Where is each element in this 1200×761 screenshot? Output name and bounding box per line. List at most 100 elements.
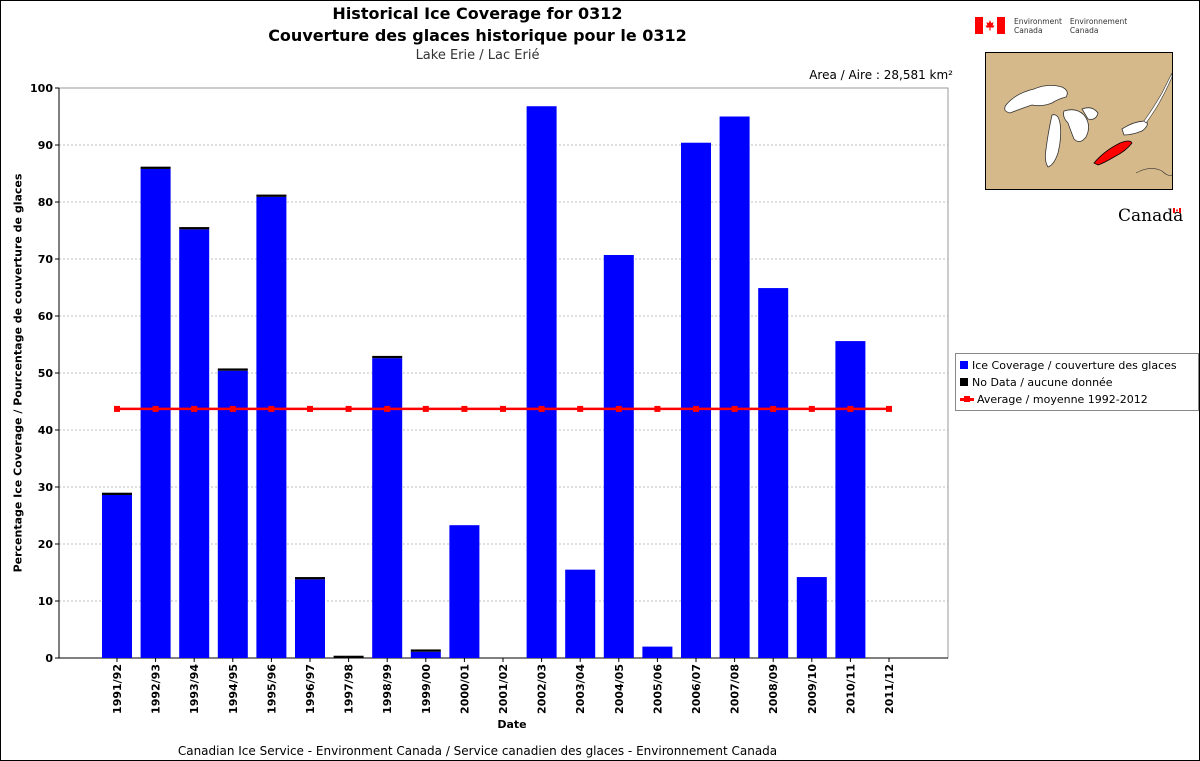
y-tick-label: 80 [38,196,54,209]
ice-coverage-bar [681,142,711,659]
average-marker [152,405,159,412]
great-lakes-map [985,52,1173,190]
average-marker [654,405,661,412]
x-tick-label: 2009/10 [806,664,819,714]
average-marker [500,405,506,412]
average-marker [886,405,892,412]
ice-coverage-bar [565,569,596,658]
ice-coverage-bar [796,577,827,658]
x-tick-label: 1995/96 [265,664,278,714]
no-data-bar [372,355,403,359]
x-tick-label: 1999/00 [420,664,433,714]
average-marker [268,405,275,412]
no-data-bar [295,577,325,580]
ice-coverage-bar [295,579,325,658]
x-tick-label: 2008/09 [767,664,780,714]
x-tick-label: 2001/02 [497,664,510,714]
chart-legend: Ice Coverage / couverture des glaces No … [955,353,1199,411]
y-tick-label: 40 [38,424,54,437]
env-canada-fr: Environnement Canada [1069,17,1128,35]
x-tick-label: 2002/03 [536,664,549,714]
average-marker [384,405,391,412]
ice-coverage-bar [410,651,441,658]
no-data-bar [179,227,210,230]
legend-label-nodata: No Data / aucune donnée [972,375,1113,389]
legend-label-average: Average / moyenne 1992-2012 [977,392,1148,406]
x-tick-label: 2004/05 [613,664,626,714]
x-tick-label: 1992/93 [150,664,163,714]
no-data-bar [333,655,364,658]
average-marker [114,405,120,412]
no-data-bar [256,194,287,197]
chart-title: Historical Ice Coverage for 0312 [332,4,623,23]
x-tick-label: 2010/11 [844,664,857,714]
chart-subtitle: Lake Erie / Lac Erié [415,48,540,63]
no-data-bar [102,492,132,495]
x-tick-label: 2005/06 [651,664,664,714]
y-tick-label: 10 [38,595,54,608]
average-marker [422,405,429,412]
footer-credit: Canadian Ice Service - Environment Canad… [177,744,778,758]
ice-coverage-bar [642,646,673,658]
ice-coverage-bar [758,288,789,658]
average-marker [191,405,198,412]
x-tick-label: 1991/92 [111,664,124,714]
y-tick-label: 60 [38,310,54,323]
x-tick-label: 2011/12 [883,664,896,714]
legend-swatch-nodata [960,378,968,386]
average-marker [615,405,622,412]
legend-swatch-ice [960,361,968,369]
ice-coverage-bar [372,358,403,658]
legend-item-nodata: No Data / aucune donnée [960,374,1113,390]
y-tick-label: 30 [38,481,54,494]
canada-flag-icon [975,17,1005,34]
legend-swatch-average [960,395,974,402]
no-data-bar [410,649,441,652]
x-tick-label: 1993/94 [188,664,201,714]
ice-coverage-bar [256,196,287,658]
y-axis-label-wrap: Percentage Ice Coverage / Pourcentage de… [8,88,28,658]
x-tick-label: 1997/98 [343,664,356,714]
average-marker [577,405,584,412]
no-data-bar [217,368,248,371]
chart-title-french: Couverture des glaces historique pour le… [268,26,687,45]
canada-wordmark-flag-icon [1173,208,1181,213]
no-data-bar [140,166,171,169]
x-axis-label: Date [497,718,527,731]
legend-label-ice: Ice Coverage / couverture des glaces [972,358,1177,372]
y-tick-label: 20 [38,538,54,551]
environment-canada-logo: Environment Canada Environnement Canada [975,17,1135,37]
x-tick-label: 2007/08 [729,664,742,714]
average-marker [229,405,236,412]
y-tick-label: 100 [30,82,53,95]
legend-item-ice: Ice Coverage / couverture des glaces [960,357,1177,373]
great-lakes-map-icon [1004,72,1172,176]
ice-coverage-bar [179,229,210,659]
env-canada-en: Environment Canada [1014,17,1062,35]
ice-coverage-bar [719,116,750,658]
average-marker [731,405,738,412]
ice-coverage-bar [140,168,171,658]
ice-coverage-bar [449,525,480,658]
y-tick-label: 0 [45,652,53,665]
canada-wordmark: Canada [1118,206,1184,226]
x-tick-label: 1996/97 [304,664,317,714]
x-tick-label: 1998/99 [381,664,394,714]
y-tick-label: 50 [38,367,54,380]
x-tick-label: 2000/01 [458,664,471,714]
average-marker [538,405,545,412]
average-marker [461,405,468,412]
ice-coverage-bar [217,370,248,658]
area-label: Area / Aire : 28,581 km² [809,68,953,82]
average-marker [345,405,352,412]
x-tick-label: 1994/95 [227,664,240,714]
ice-coverage-bar [102,494,132,658]
y-tick-label: 70 [38,253,54,266]
average-marker [693,405,699,412]
ice-coverage-bar [835,341,866,658]
y-tick-label: 90 [38,139,54,152]
average-marker [847,405,854,412]
x-tick-label: 2006/07 [690,664,703,714]
x-tick-label: 2003/04 [574,664,587,714]
